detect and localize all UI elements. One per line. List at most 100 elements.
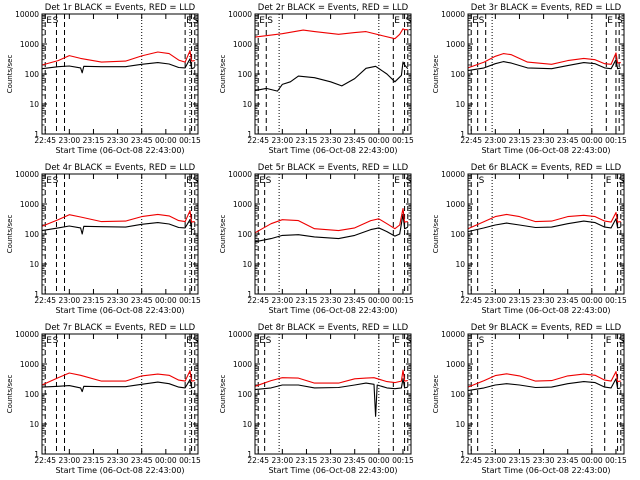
lld-series-line: [41, 370, 195, 386]
x-tick-label: 23:45: [131, 456, 153, 465]
x-tick-label: 23:00: [59, 136, 81, 145]
panel-title: Det 6r BLACK = Events, RED = LLD: [471, 163, 622, 173]
x-tick-label: 00:15: [392, 136, 414, 145]
y-tick-label: 1: [34, 450, 39, 459]
x-tick-label: 22:45: [460, 456, 482, 465]
lld-series-line: [41, 210, 195, 227]
x-tick-label: 23:00: [485, 296, 507, 305]
plot-frame: [41, 333, 199, 455]
marker-label: E: [606, 336, 612, 346]
x-tick-label: 23:30: [533, 456, 555, 465]
x-tick-label: 23:00: [59, 296, 81, 305]
lld-series-line: [254, 28, 408, 40]
panel-title: Det 2r BLACK = Events, RED = LLD: [258, 3, 409, 13]
marker-label: S: [479, 176, 485, 186]
lld-series-line: [467, 371, 621, 388]
x-tick-label: 00:15: [392, 296, 414, 305]
x-tick-label: 23:30: [533, 136, 555, 145]
y-tick-label: 10: [455, 100, 465, 109]
marker-label: E: [46, 336, 52, 346]
y-tick-label: 1000: [446, 40, 465, 49]
x-tick-label: 23:15: [509, 136, 531, 145]
y-tick-label: 100: [238, 70, 253, 79]
y-tick-label: 10000: [228, 170, 252, 179]
panel-title: Det 7r BLACK = Events, RED = LLD: [45, 323, 196, 333]
y-tick-label: 1: [247, 450, 252, 459]
x-tick-label: 22:45: [460, 136, 482, 145]
events-series-line: [467, 218, 621, 233]
marker-label: E: [394, 336, 400, 346]
x-axis-label: Start Time (06-Oct-08 22:43:00): [55, 306, 184, 315]
marker-label: S: [53, 176, 59, 186]
marker-label: E: [394, 16, 400, 26]
x-tick-label: 00:00: [155, 456, 177, 465]
x-tick-label: 00:00: [581, 136, 603, 145]
x-tick-label: 23:00: [485, 136, 507, 145]
x-tick-label: 23:00: [485, 456, 507, 465]
x-tick-label: 23:45: [131, 136, 153, 145]
x-tick-label: 00:15: [179, 136, 201, 145]
y-tick-label: 10000: [15, 170, 39, 179]
x-axis-label: Start Time (06-Oct-08 22:43:00): [268, 306, 397, 315]
y-tick-label: 100: [451, 230, 466, 239]
y-tick-label: 10000: [228, 10, 252, 19]
plot-frame: [467, 173, 625, 295]
x-tick-label: 00:00: [581, 456, 603, 465]
x-tick-label: 23:45: [344, 136, 366, 145]
events-series-line: [41, 379, 195, 393]
y-tick-label: 10: [455, 260, 465, 269]
x-axis-label: Start Time (06-Oct-08 22:43:00): [481, 306, 610, 315]
x-tick-label: 23:45: [557, 456, 579, 465]
lld-series-line: [41, 50, 195, 66]
y-tick-label: 10: [242, 260, 252, 269]
x-tick-label: 23:30: [533, 296, 555, 305]
x-tick-label: 23:30: [320, 456, 342, 465]
x-axis-label: Start Time (06-Oct-08 22:43:00): [268, 146, 397, 155]
y-axis-label: Counts/sec: [432, 215, 440, 254]
x-tick-label: 23:15: [509, 456, 531, 465]
y-tick-label: 100: [451, 390, 466, 399]
y-tick-label: 10: [455, 420, 465, 429]
lld-series-line: [467, 211, 621, 230]
x-tick-label: 22:45: [247, 136, 269, 145]
x-tick-label: 23:15: [83, 456, 105, 465]
y-tick-label: 1: [460, 290, 465, 299]
marker-label: S: [479, 336, 485, 346]
x-tick-label: 00:00: [368, 296, 390, 305]
marker-label: S: [617, 16, 623, 26]
marker-label: S: [479, 16, 485, 26]
events-series-line: [467, 59, 621, 72]
y-tick-label: 1: [247, 290, 252, 299]
y-axis-label: Counts/sec: [219, 55, 227, 94]
x-tick-label: 00:00: [155, 136, 177, 145]
marker-label: E: [259, 336, 265, 346]
events-series-line: [254, 213, 409, 243]
y-tick-label: 1000: [20, 40, 39, 49]
y-tick-label: 1000: [20, 200, 39, 209]
x-tick-label: 23:45: [344, 456, 366, 465]
y-tick-label: 1: [34, 130, 39, 139]
marker-label: E: [259, 16, 265, 26]
marker-label: E: [607, 16, 613, 26]
x-tick-label: 22:45: [247, 456, 269, 465]
marker-label: S: [53, 336, 59, 346]
x-tick-label: 23:30: [107, 136, 129, 145]
y-tick-label: 10: [29, 100, 39, 109]
x-tick-label: 00:15: [179, 296, 201, 305]
x-axis-label: Start Time (06-Oct-08 22:43:00): [55, 146, 184, 155]
x-tick-label: 23:30: [107, 456, 129, 465]
panel-title: Det 3r BLACK = Events, RED = LLD: [471, 3, 622, 13]
x-tick-label: 23:00: [59, 456, 81, 465]
marker-label: E: [259, 176, 265, 186]
x-axis-label: Start Time (06-Oct-08 22:43:00): [481, 466, 610, 475]
plot-frame: [467, 13, 625, 135]
marker-label: S: [267, 16, 273, 26]
x-tick-label: 23:30: [320, 296, 342, 305]
panel-title: Det 9r BLACK = Events, RED = LLD: [471, 323, 622, 333]
plot-frame: [41, 173, 199, 295]
y-tick-label: 10000: [15, 330, 39, 339]
